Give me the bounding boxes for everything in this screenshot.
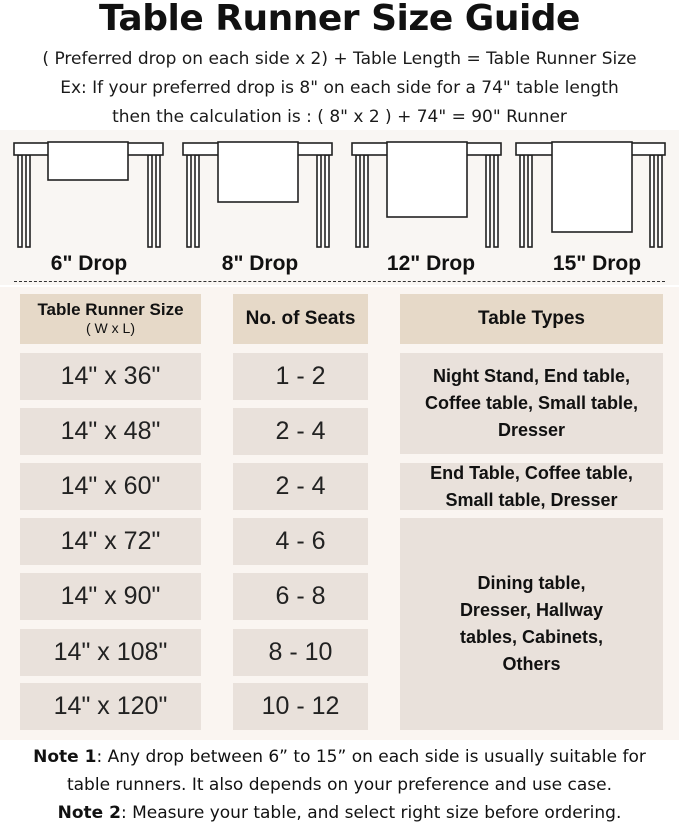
note-2-label: Note 2 xyxy=(57,803,121,823)
tables-drawing xyxy=(13,141,666,248)
formula-text: ( Preferred drop on each side x 2) + Tab… xyxy=(42,49,637,69)
note-1-text: : Any drop between 6” to 15” on each sid… xyxy=(96,747,646,767)
note-2: Note 2: Measure your table, and select r… xyxy=(0,799,679,826)
table-illustration-12 xyxy=(351,141,502,248)
example-line-1: Ex: If your preferred drop is 8" on each… xyxy=(60,78,619,98)
page-title: Table Runner Size Guide xyxy=(99,0,580,39)
size-cell: 14" x 60" xyxy=(20,463,201,510)
drop-label-15: 15" Drop xyxy=(552,252,642,275)
seats-cell: 4 - 6 xyxy=(233,518,368,565)
table-illustration-8 xyxy=(182,141,333,248)
note-2-text: : Measure your table, and select right s… xyxy=(120,803,622,823)
seats-cell: 2 - 4 xyxy=(233,463,368,510)
note-1-label: Note 1 xyxy=(33,747,97,767)
size-cell: 14" x 90" xyxy=(20,573,201,620)
size-cell: 14" x 48" xyxy=(20,408,201,455)
types-cell-3: Dining table, Dresser, Hallway tables, C… xyxy=(400,518,663,730)
types-cell-2: End Table, Coffee table, Small table, Dr… xyxy=(400,463,663,510)
size-cell: 14" x 36" xyxy=(20,353,201,400)
example-line-2: then the calculation is : ( 8" x 2 ) + 7… xyxy=(112,107,567,127)
seats-cell: 10 - 12 xyxy=(233,683,368,730)
seats-cell: 1 - 2 xyxy=(233,353,368,400)
header-size-label: Table Runner Size xyxy=(37,300,184,319)
seats-cell: 2 - 4 xyxy=(233,408,368,455)
note-1: Note 1: Any drop between 6” to 15” on ea… xyxy=(0,743,679,771)
seats-cell: 6 - 8 xyxy=(233,573,368,620)
types-cell-1: Night Stand, End table, Coffee table, Sm… xyxy=(400,353,663,454)
header-size-sub: ( W x L) xyxy=(86,320,135,336)
drop-label-12: 12" Drop xyxy=(386,252,476,275)
size-cell: 14" x 72" xyxy=(20,518,201,565)
header-types: Table Types xyxy=(400,294,663,344)
size-cell: 14" x 108" xyxy=(20,629,201,676)
header-seats: No. of Seats xyxy=(233,294,368,344)
size-cell: 14" x 120" xyxy=(20,683,201,730)
drop-illustrations xyxy=(0,130,679,285)
drop-label-8: 8" Drop xyxy=(221,252,299,275)
drop-label-6: 6" Drop xyxy=(50,252,128,275)
table-illustration-15 xyxy=(515,141,666,248)
seats-cell: 8 - 10 xyxy=(233,629,368,676)
table-illustration-6 xyxy=(13,141,164,248)
header-size: Table Runner Size ( W x L) xyxy=(20,294,201,344)
divider xyxy=(14,281,665,282)
note-1-cont: table runners. It also depends on your p… xyxy=(66,775,613,795)
